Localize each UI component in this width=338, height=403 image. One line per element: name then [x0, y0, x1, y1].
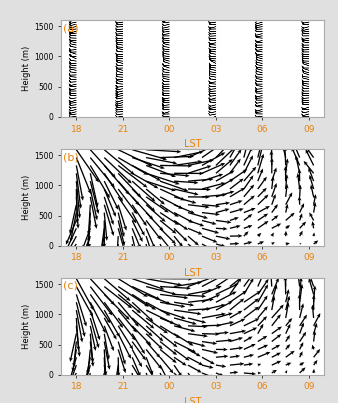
X-axis label: LST: LST	[184, 268, 201, 278]
Y-axis label: Height (m): Height (m)	[22, 175, 31, 220]
Y-axis label: Height (m): Height (m)	[22, 46, 31, 91]
Y-axis label: Height (m): Height (m)	[22, 304, 31, 349]
X-axis label: LST: LST	[184, 139, 201, 149]
Text: (c): (c)	[64, 281, 78, 291]
Text: (b): (b)	[64, 152, 79, 162]
X-axis label: LST: LST	[184, 397, 201, 403]
Text: (a): (a)	[64, 23, 79, 33]
